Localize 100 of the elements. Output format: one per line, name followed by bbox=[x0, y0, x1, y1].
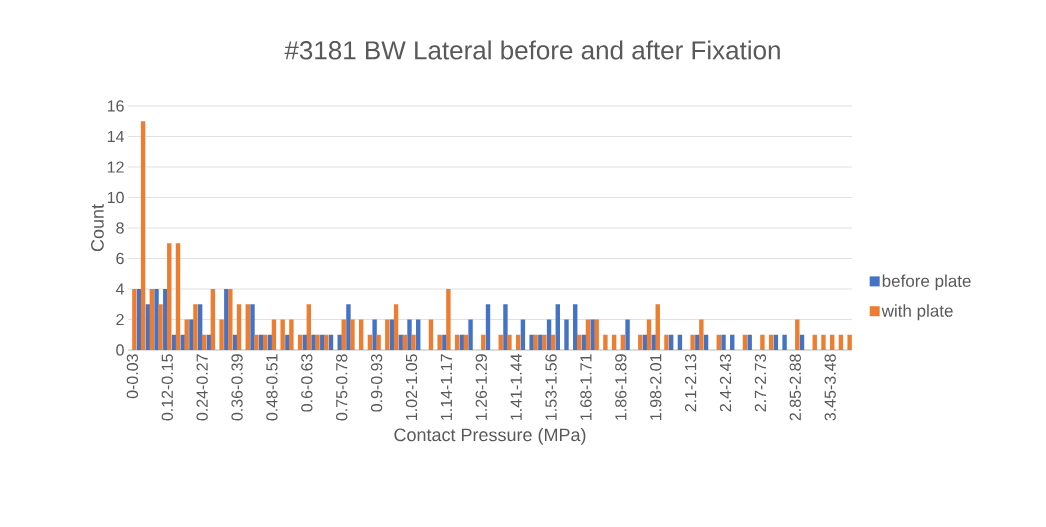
bar bbox=[245, 304, 250, 350]
y-tick-label: 6 bbox=[116, 252, 124, 265]
bar bbox=[132, 288, 137, 350]
x-tick-label: 2.85-2.88 bbox=[789, 354, 801, 421]
x-tick-label: 0.9-0.93 bbox=[370, 354, 383, 412]
bar bbox=[232, 334, 238, 350]
legend-label: before plate bbox=[882, 274, 971, 291]
bar bbox=[136, 288, 142, 350]
bar bbox=[829, 334, 835, 350]
y-tick-label: 16 bbox=[107, 100, 124, 112]
bar bbox=[324, 334, 329, 350]
bar bbox=[184, 319, 189, 350]
bar bbox=[437, 334, 442, 350]
bar bbox=[398, 334, 403, 350]
bar bbox=[646, 319, 652, 350]
bar bbox=[625, 319, 630, 350]
bar bbox=[210, 288, 216, 350]
bar bbox=[393, 304, 399, 350]
bar bbox=[760, 334, 765, 350]
bar bbox=[358, 319, 364, 350]
bar bbox=[468, 319, 473, 350]
bar bbox=[564, 319, 569, 350]
bar bbox=[611, 334, 617, 350]
bar bbox=[651, 334, 656, 350]
x-tick-label: 0.6-0.63 bbox=[301, 354, 313, 412]
legend-label: with plate bbox=[881, 304, 953, 321]
bar bbox=[175, 243, 181, 350]
bar bbox=[847, 334, 852, 350]
bar bbox=[821, 334, 826, 350]
bar bbox=[454, 334, 460, 350]
bar bbox=[376, 334, 381, 350]
bar bbox=[337, 334, 342, 350]
chart-title: #3181 BW Lateral before and after Fixation bbox=[284, 40, 780, 60]
bar bbox=[481, 334, 486, 350]
bar bbox=[573, 304, 578, 350]
bar bbox=[140, 121, 146, 350]
bar bbox=[550, 334, 556, 350]
bar bbox=[594, 319, 599, 350]
bar bbox=[206, 334, 212, 350]
bar bbox=[577, 334, 582, 350]
bar bbox=[638, 334, 643, 350]
bar bbox=[799, 334, 805, 350]
y-tick-label: 14 bbox=[107, 130, 124, 142]
x-tick-label: 2.4-2.43 bbox=[719, 354, 732, 412]
bar bbox=[603, 334, 608, 350]
bar bbox=[503, 304, 508, 350]
bar bbox=[236, 304, 242, 350]
bar bbox=[515, 334, 521, 350]
bar bbox=[372, 319, 377, 350]
bar bbox=[219, 319, 224, 350]
bar bbox=[581, 334, 587, 350]
bar bbox=[385, 319, 390, 350]
bar bbox=[320, 334, 325, 350]
bar bbox=[350, 319, 355, 350]
bar bbox=[197, 304, 203, 350]
bar bbox=[442, 334, 447, 350]
bar bbox=[768, 334, 774, 350]
bar bbox=[280, 319, 285, 350]
bar bbox=[254, 334, 259, 350]
bar bbox=[538, 334, 543, 350]
bar bbox=[193, 304, 198, 350]
bar bbox=[668, 334, 674, 350]
bar bbox=[533, 334, 538, 350]
bar bbox=[224, 288, 229, 350]
bar bbox=[145, 304, 151, 350]
bar bbox=[459, 334, 465, 350]
bar bbox=[795, 319, 800, 350]
bar bbox=[289, 319, 294, 350]
x-tick-label: 0.12-0.15 bbox=[161, 354, 173, 421]
bar bbox=[167, 243, 172, 350]
bar bbox=[306, 304, 312, 350]
y-tick-label: 2 bbox=[116, 313, 124, 326]
y-tick-label: 12 bbox=[107, 161, 124, 173]
bar bbox=[285, 334, 290, 350]
bar bbox=[716, 334, 721, 350]
x-tick-label: 3.45-3.48 bbox=[824, 354, 836, 421]
bar bbox=[555, 304, 560, 350]
bar bbox=[812, 334, 817, 350]
x-tick-label: 2.1-2.13 bbox=[684, 354, 697, 412]
bar bbox=[302, 334, 308, 350]
bar bbox=[407, 319, 412, 350]
x-tick-label: 1.53-1.56 bbox=[545, 354, 557, 420]
bar bbox=[158, 304, 163, 350]
bar bbox=[742, 334, 748, 350]
bar bbox=[315, 334, 320, 350]
bar bbox=[267, 334, 273, 350]
bar bbox=[463, 334, 469, 350]
bar bbox=[341, 319, 346, 350]
bar bbox=[402, 334, 407, 350]
x-tick-label: 2.7-2.73 bbox=[754, 354, 767, 412]
bar bbox=[263, 334, 268, 350]
bar bbox=[201, 334, 207, 350]
x-tick-label: 1.26-1.29 bbox=[475, 354, 487, 420]
bar bbox=[542, 334, 547, 350]
bar bbox=[690, 334, 695, 350]
bar bbox=[154, 288, 159, 350]
bar bbox=[838, 334, 844, 350]
bar bbox=[703, 334, 709, 350]
bar bbox=[311, 334, 316, 350]
bar bbox=[695, 334, 700, 350]
